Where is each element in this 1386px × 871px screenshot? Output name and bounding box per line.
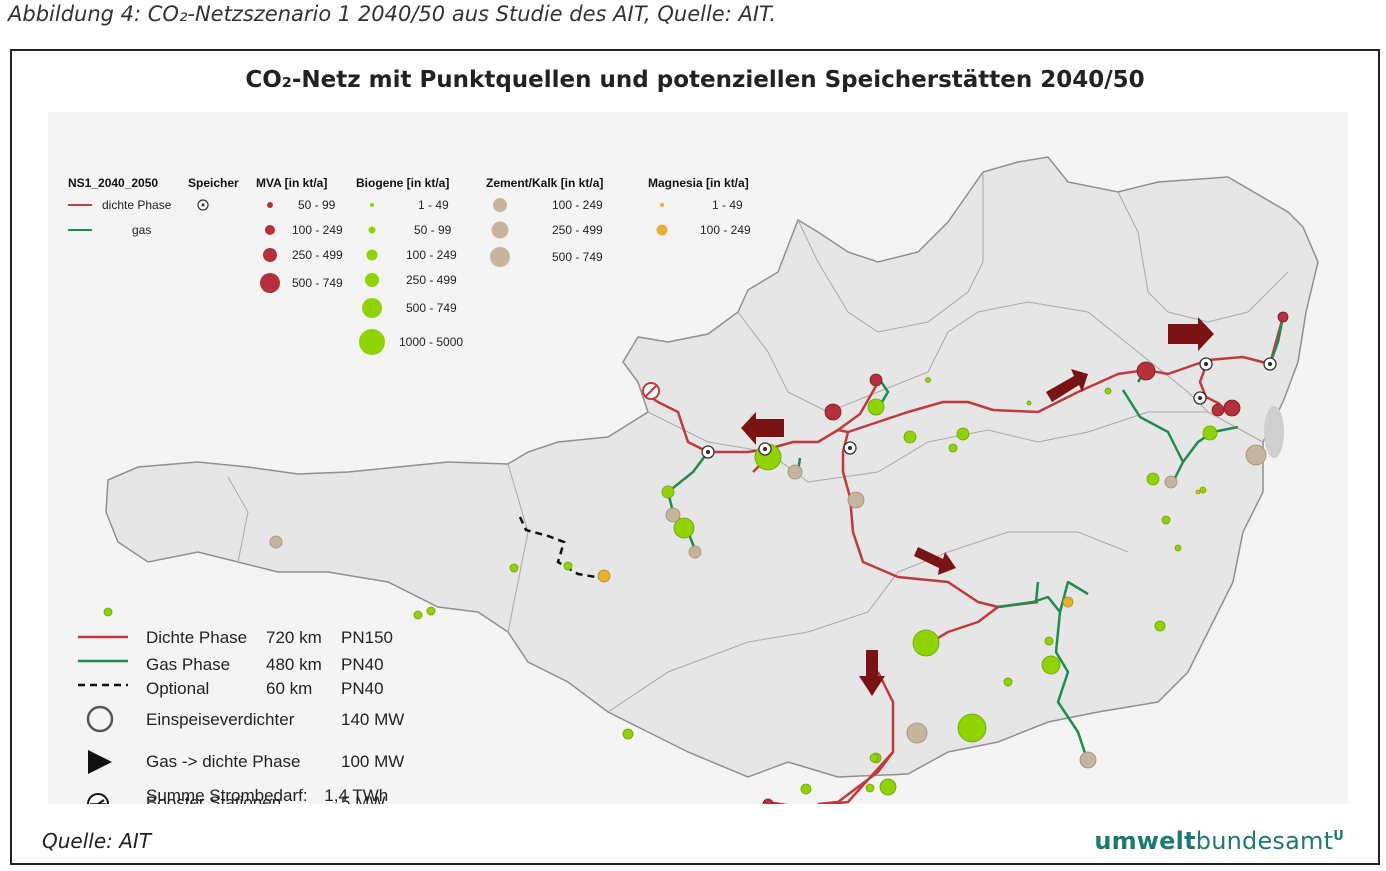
legend-total-value: 1,4 TWh (324, 786, 389, 805)
logo-bold: umwelt (1094, 827, 1196, 855)
legend-gas-label: gas (132, 223, 151, 237)
figure-frame: CO₂-Netz mit Punktquellen und potenziell… (10, 49, 1380, 865)
zement-sources (269, 444, 1267, 769)
legend-network-title: NS1_2040_2050 (68, 176, 158, 190)
austria-outline (105, 156, 1319, 778)
legend-optional: Optional (146, 679, 209, 698)
legend-zement-title: Zement/Kalk [in kt/a] (486, 176, 603, 190)
co2-network-map: NS1_2040_2050 dichte Phase gas Speicher … (68, 156, 1319, 828)
legend-gas-length: 480 km (266, 655, 322, 674)
legend-speicher-title: Speicher (188, 176, 239, 190)
legend-top: NS1_2040_2050 dichte Phase gas Speicher … (68, 176, 751, 355)
biogene-sources (103, 377, 1218, 796)
biogene-class-1: 1 - 49 (418, 198, 449, 212)
magnesia-sources (597, 489, 1201, 608)
legend-dense-phase: Dichte Phase (146, 628, 247, 647)
mva-class-3: 250 - 499 (292, 248, 343, 262)
lake-neusiedl (1264, 406, 1284, 458)
mva-class-2: 100 - 249 (292, 223, 343, 237)
legend-gas-phase: Gas Phase (146, 655, 230, 674)
logo-light: bundesamt (1195, 827, 1334, 855)
legend-gas-spec: PN40 (341, 655, 384, 674)
legend-magnesia-title: Magnesia [in kt/a] (648, 176, 749, 190)
biogene-class-3: 100 - 249 (406, 248, 457, 262)
map-title: CO₂-Netz mit Punktquellen und potenziell… (245, 67, 1145, 93)
mva-class-1: 50 - 99 (298, 198, 336, 212)
biogene-class-4: 250 - 499 (406, 273, 457, 287)
source-note: Quelle: AIT (42, 829, 152, 853)
legend-dense-spec: PN150 (341, 628, 393, 647)
logo-mark-icon: U (1333, 829, 1344, 844)
legend-converter: Gas -> dichte Phase (146, 752, 301, 771)
legend-biogene-title: Biogene [in kt/a] (356, 176, 449, 190)
storage-sites (701, 357, 1277, 459)
biogene-class-6: 1000 - 5000 (399, 335, 463, 349)
legend-dense-label: dichte Phase (102, 198, 172, 212)
map-panel: NS1_2040_2050 dichte Phase gas Speicher … (48, 112, 1348, 828)
legend-dense-length: 720 km (266, 628, 322, 647)
legend-converter-value: 100 MW (341, 752, 404, 771)
optional-route (518, 516, 597, 579)
legend-optional-length: 60 km (266, 679, 312, 698)
magnesia-class-2: 100 - 249 (700, 223, 751, 237)
umweltbundesamt-logo: umweltbundesamtU (1094, 827, 1344, 855)
booster-icon (87, 793, 109, 815)
zement-class-2: 250 - 499 (552, 223, 603, 237)
ring-icon (86, 705, 114, 733)
legend-compressor-value: 140 MW (341, 710, 404, 729)
figure-caption: Abbildung 4: CO₂-Netzszenario 1 2040/50 … (8, 2, 777, 26)
legend-bottom: Dichte Phase 720 km PN150 Gas Phase 480 … (78, 628, 404, 815)
triangle-icon (88, 750, 112, 774)
zement-class-3: 500 - 749 (552, 250, 603, 264)
mva-sources (762, 311, 1289, 810)
legend-mva-title: MVA [in kt/a] (256, 176, 327, 190)
legend-optional-spec: PN40 (341, 679, 384, 698)
flow-arrows (741, 317, 1214, 696)
magnesia-class-1: 1 - 49 (712, 198, 743, 212)
biogene-class-2: 50 - 99 (414, 223, 452, 237)
legend-total: Summe Strombedarf: 1,4 TWh (146, 786, 388, 806)
biogene-class-5: 500 - 749 (406, 301, 457, 315)
mva-class-4: 500 - 749 (292, 276, 343, 290)
legend-compressor: Einspeiseverdichter (146, 710, 295, 729)
zement-class-1: 100 - 249 (552, 198, 603, 212)
legend-total-label: Summe Strombedarf: (146, 786, 308, 805)
